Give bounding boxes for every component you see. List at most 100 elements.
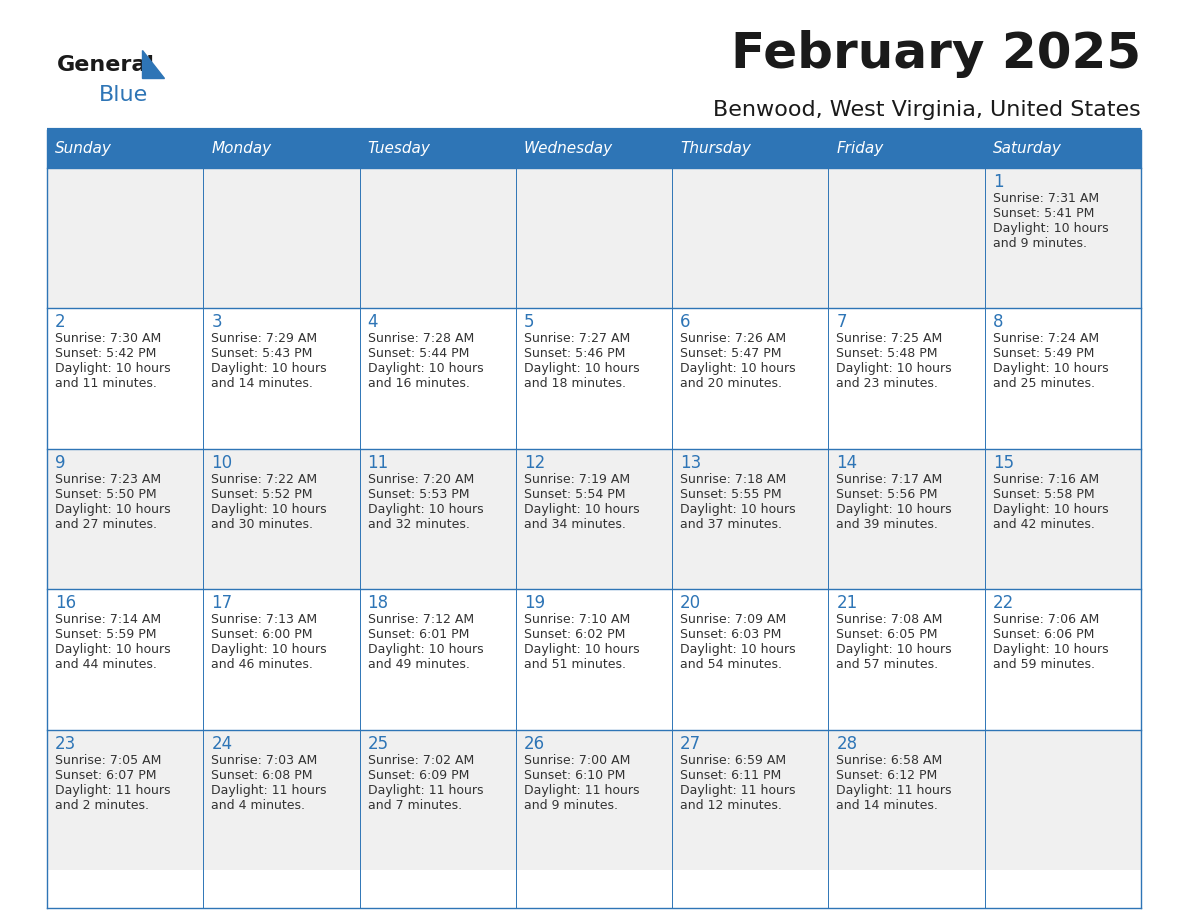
Text: and 32 minutes.: and 32 minutes. [367,518,469,531]
Text: Sunrise: 7:14 AM: Sunrise: 7:14 AM [55,613,162,626]
Text: Sunset: 5:50 PM: Sunset: 5:50 PM [55,487,157,501]
Text: Daylight: 11 hours: Daylight: 11 hours [524,784,639,797]
Text: Daylight: 10 hours: Daylight: 10 hours [367,503,484,516]
Text: Saturday: Saturday [993,141,1062,156]
Text: 27: 27 [681,734,701,753]
Text: Sunrise: 7:24 AM: Sunrise: 7:24 AM [993,332,1099,345]
Text: Daylight: 10 hours: Daylight: 10 hours [524,503,639,516]
Text: Sunset: 6:01 PM: Sunset: 6:01 PM [367,628,469,641]
Text: Sunset: 5:59 PM: Sunset: 5:59 PM [55,628,157,641]
Text: Sunrise: 7:28 AM: Sunrise: 7:28 AM [367,332,474,345]
Bar [48,130,203,168]
Text: 11: 11 [367,453,388,472]
Text: and 11 minutes.: and 11 minutes. [55,377,157,390]
Text: Sunset: 5:58 PM: Sunset: 5:58 PM [993,487,1094,501]
Text: Daylight: 10 hours: Daylight: 10 hours [367,363,484,375]
Text: Daylight: 10 hours: Daylight: 10 hours [211,363,327,375]
Text: Sunset: 6:05 PM: Sunset: 6:05 PM [836,628,939,641]
Text: Daylight: 11 hours: Daylight: 11 hours [681,784,796,797]
Bar [48,449,1140,589]
Bar [48,730,1140,870]
Text: Sunset: 6:02 PM: Sunset: 6:02 PM [524,628,625,641]
Text: 25: 25 [367,734,388,753]
Text: Sunrise: 7:26 AM: Sunrise: 7:26 AM [681,332,786,345]
Text: Blue: Blue [99,85,148,105]
Text: Sunrise: 7:27 AM: Sunrise: 7:27 AM [524,332,630,345]
Text: 20: 20 [681,594,701,612]
Text: and 9 minutes.: and 9 minutes. [993,237,1087,250]
Text: Sunrise: 7:25 AM: Sunrise: 7:25 AM [836,332,943,345]
Text: Thursday: Thursday [681,141,751,156]
Text: Daylight: 10 hours: Daylight: 10 hours [524,363,639,375]
Text: 17: 17 [211,594,233,612]
Text: Sunrise: 7:05 AM: Sunrise: 7:05 AM [55,754,162,767]
Text: and 54 minutes.: and 54 minutes. [681,658,782,671]
Text: Sunset: 6:06 PM: Sunset: 6:06 PM [993,628,1094,641]
Text: and 46 minutes.: and 46 minutes. [211,658,314,671]
Text: and 4 minutes.: and 4 minutes. [211,799,305,812]
Text: and 59 minutes.: and 59 minutes. [993,658,1094,671]
Text: and 30 minutes.: and 30 minutes. [211,518,314,531]
Text: and 18 minutes.: and 18 minutes. [524,377,626,390]
Text: Sunrise: 7:02 AM: Sunrise: 7:02 AM [367,754,474,767]
Text: Benwood, West Virginia, United States: Benwood, West Virginia, United States [713,100,1140,120]
Text: Sunset: 5:47 PM: Sunset: 5:47 PM [681,347,782,361]
Text: and 12 minutes.: and 12 minutes. [681,799,782,812]
Text: Sunset: 6:03 PM: Sunset: 6:03 PM [681,628,782,641]
Text: Daylight: 10 hours: Daylight: 10 hours [993,363,1108,375]
Bar [516,130,672,168]
Text: Sunset: 6:07 PM: Sunset: 6:07 PM [55,768,157,781]
Text: Daylight: 11 hours: Daylight: 11 hours [836,784,952,797]
Text: 5: 5 [524,313,535,331]
Text: Sunrise: 7:10 AM: Sunrise: 7:10 AM [524,613,630,626]
Bar [672,130,828,168]
Text: Sunrise: 7:22 AM: Sunrise: 7:22 AM [211,473,317,486]
Text: Daylight: 10 hours: Daylight: 10 hours [681,363,796,375]
Text: Sunrise: 7:19 AM: Sunrise: 7:19 AM [524,473,630,486]
Text: Sunset: 5:54 PM: Sunset: 5:54 PM [524,487,625,501]
Text: Monday: Monday [211,141,271,156]
Text: 4: 4 [367,313,378,331]
Text: Daylight: 11 hours: Daylight: 11 hours [211,784,327,797]
Text: Sunset: 6:10 PM: Sunset: 6:10 PM [524,768,625,781]
Text: Daylight: 10 hours: Daylight: 10 hours [55,503,171,516]
Text: Daylight: 10 hours: Daylight: 10 hours [836,363,952,375]
Text: Daylight: 10 hours: Daylight: 10 hours [524,644,639,656]
Bar [48,589,1140,730]
Text: Daylight: 10 hours: Daylight: 10 hours [681,644,796,656]
Text: 16: 16 [55,594,76,612]
Text: 26: 26 [524,734,545,753]
Text: Daylight: 10 hours: Daylight: 10 hours [836,503,952,516]
Text: Sunrise: 7:00 AM: Sunrise: 7:00 AM [524,754,630,767]
Text: Daylight: 11 hours: Daylight: 11 hours [55,784,171,797]
Text: Sunset: 6:00 PM: Sunset: 6:00 PM [211,628,312,641]
Text: Sunrise: 6:59 AM: Sunrise: 6:59 AM [681,754,786,767]
Text: 13: 13 [681,453,701,472]
Text: Daylight: 10 hours: Daylight: 10 hours [211,503,327,516]
Text: and 39 minutes.: and 39 minutes. [836,518,939,531]
Text: Sunset: 5:49 PM: Sunset: 5:49 PM [993,347,1094,361]
Text: and 44 minutes.: and 44 minutes. [55,658,157,671]
Text: and 14 minutes.: and 14 minutes. [836,799,939,812]
Text: February 2025: February 2025 [731,30,1140,78]
Text: 2: 2 [55,313,65,331]
Text: Sunday: Sunday [55,141,112,156]
Text: Daylight: 10 hours: Daylight: 10 hours [55,363,171,375]
Text: and 20 minutes.: and 20 minutes. [681,377,782,390]
Text: Daylight: 10 hours: Daylight: 10 hours [681,503,796,516]
Text: Sunrise: 7:17 AM: Sunrise: 7:17 AM [836,473,943,486]
Text: 23: 23 [55,734,76,753]
Text: Sunrise: 7:09 AM: Sunrise: 7:09 AM [681,613,786,626]
Bar [828,130,985,168]
Text: Sunset: 6:12 PM: Sunset: 6:12 PM [836,768,937,781]
Text: Friday: Friday [836,141,884,156]
Text: Sunrise: 7:06 AM: Sunrise: 7:06 AM [993,613,1099,626]
Text: 12: 12 [524,453,545,472]
Text: 7: 7 [836,313,847,331]
Text: Sunrise: 7:30 AM: Sunrise: 7:30 AM [55,332,162,345]
Text: and 25 minutes.: and 25 minutes. [993,377,1094,390]
Text: 28: 28 [836,734,858,753]
Text: 8: 8 [993,313,1003,331]
Text: Sunset: 5:42 PM: Sunset: 5:42 PM [55,347,157,361]
Text: 3: 3 [211,313,222,331]
